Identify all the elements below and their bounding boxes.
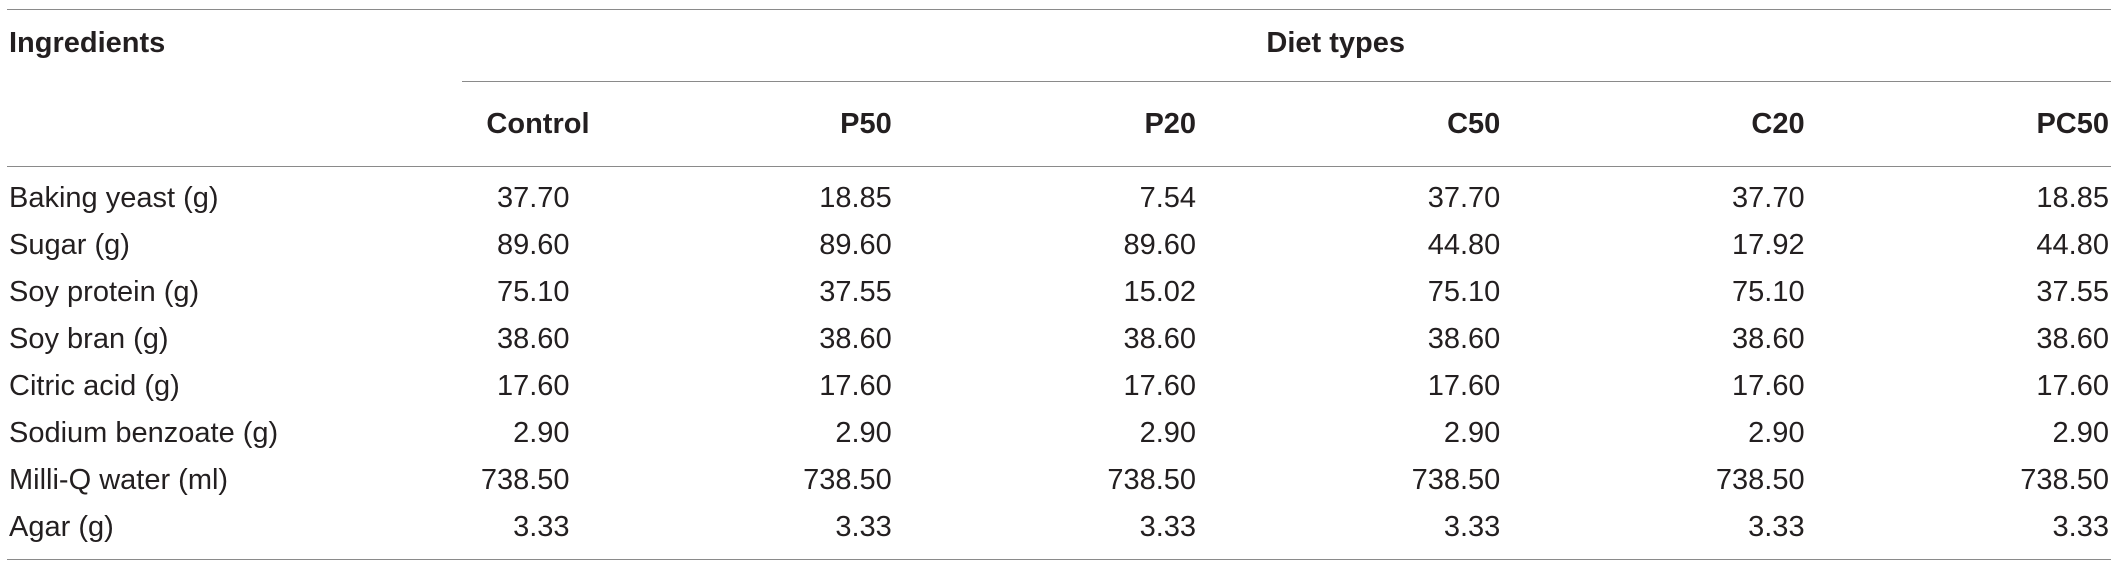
cell-c20: 75.10 xyxy=(1732,276,1805,308)
table-top-rule xyxy=(7,9,2111,10)
cell-c20: 17.92 xyxy=(1732,229,1805,261)
cell-pc50: 738.50 xyxy=(2020,464,2109,496)
header-pc50: PC50 xyxy=(1806,81,2111,167)
row-label: Baking yeast (g) xyxy=(9,182,219,214)
header-c50: C50 xyxy=(1198,81,1503,167)
header-p50: P50 xyxy=(589,81,894,167)
cell-c50: 3.33 xyxy=(1198,504,1503,560)
cell-pc50: 37.55 xyxy=(2036,276,2109,308)
header-p20: P20 xyxy=(893,81,1199,167)
table-header: Ingredients Diet types Control P50 P20 C… xyxy=(7,5,2111,167)
row-label: Soy protein (g) xyxy=(9,276,200,308)
cell-p50: 2.90 xyxy=(835,417,892,449)
cell-p50: 38.60 xyxy=(819,323,892,355)
header-row-columns: Control P50 P20 C50 C20 PC50 xyxy=(7,81,2111,167)
cell-c20: 738.50 xyxy=(1715,464,1805,496)
row-label: Agar (g) xyxy=(7,504,463,560)
cell-p50: 738.50 xyxy=(803,464,892,496)
row-label: Soy bran (g) xyxy=(9,323,169,355)
cell-c50: 44.80 xyxy=(1427,229,1501,261)
cell-pc50: 38.60 xyxy=(2036,323,2109,355)
header-blank-cell xyxy=(7,81,463,167)
table-row: Agar (g) 3.33 3.33 3.33 3.33 3.33 3.33 xyxy=(7,504,2111,560)
cell-c50: 2.90 xyxy=(1443,417,1501,449)
cell-p20: 7.54 xyxy=(1139,182,1197,214)
row-label: Sugar (g) xyxy=(9,229,130,261)
cell-c50: 37.70 xyxy=(1427,182,1501,214)
cell-p20: 738.50 xyxy=(1107,464,1197,496)
cell-control: 75.10 xyxy=(496,276,570,308)
cell-p20: 89.60 xyxy=(1123,229,1197,261)
table-body: Baking yeast (g) 37.70 18.85 7.54 37.70 … xyxy=(7,167,2111,560)
cell-c20: 17.60 xyxy=(1732,370,1805,402)
cell-control: 37.70 xyxy=(496,182,570,214)
cell-pc50: 17.60 xyxy=(2036,370,2109,402)
cell-p20: 2.90 xyxy=(1139,417,1197,449)
cell-c50: 75.10 xyxy=(1427,276,1501,308)
cell-p20: 3.33 xyxy=(893,504,1199,560)
cell-c20: 37.70 xyxy=(1732,182,1805,214)
table-row: Sodium benzoate (g) 2.90 2.90 2.90 2.90 … xyxy=(7,410,2111,457)
cell-c50: 738.50 xyxy=(1411,464,1501,496)
cell-pc50: 44.80 xyxy=(2036,229,2109,261)
header-row-group: Ingredients Diet types xyxy=(7,5,2111,82)
table-row: Baking yeast (g) 37.70 18.85 7.54 37.70 … xyxy=(7,167,2111,223)
cell-c50: 38.60 xyxy=(1427,323,1501,355)
cell-p20: 38.60 xyxy=(1123,323,1197,355)
cell-c20: 38.60 xyxy=(1732,323,1805,355)
table-row: Soy protein (g) 75.10 37.55 15.02 75.10 … xyxy=(7,269,2111,316)
header-c20: C20 xyxy=(1502,81,1807,167)
cell-c20: 2.90 xyxy=(1748,417,1805,449)
table-row: Citric acid (g) 17.60 17.60 17.60 17.60 … xyxy=(7,363,2111,410)
header-ingredients: Ingredients xyxy=(9,26,166,59)
table-container: Ingredients Diet types Control P50 P20 C… xyxy=(0,5,2118,572)
header-diet-types: Diet types xyxy=(462,5,2111,82)
cell-control: 17.60 xyxy=(496,370,570,402)
cell-pc50: 2.90 xyxy=(2052,417,2109,449)
cell-p20: 15.02 xyxy=(1123,276,1197,308)
row-label: Sodium benzoate (g) xyxy=(9,417,279,449)
cell-p50: 17.60 xyxy=(819,370,892,402)
diet-composition-table: Ingredients Diet types Control P50 P20 C… xyxy=(7,5,2111,560)
cell-p50: 18.85 xyxy=(819,182,892,214)
cell-control: 3.33 xyxy=(462,504,590,560)
cell-c50: 17.60 xyxy=(1427,370,1501,402)
table-row: Milli-Q water (ml) 738.50 738.50 738.50 … xyxy=(7,457,2111,504)
cell-c20: 3.33 xyxy=(1502,504,1807,560)
row-label: Milli-Q water (ml) xyxy=(9,464,229,496)
cell-control: 38.60 xyxy=(496,323,570,355)
cell-p50: 3.33 xyxy=(589,504,894,560)
cell-control: 2.90 xyxy=(513,417,570,449)
table-row: Sugar (g) 89.60 89.60 89.60 44.80 17.92 … xyxy=(7,222,2111,269)
cell-p50: 89.60 xyxy=(819,229,892,261)
row-label: Citric acid (g) xyxy=(9,370,180,402)
cell-p20: 17.60 xyxy=(1123,370,1197,402)
table-row: Soy bran (g) 38.60 38.60 38.60 38.60 38.… xyxy=(7,316,2111,363)
cell-pc50: 18.85 xyxy=(2036,182,2109,214)
cell-p50: 37.55 xyxy=(819,276,892,308)
cell-control: 89.60 xyxy=(496,229,570,261)
header-control: Control xyxy=(462,81,590,167)
cell-pc50: 3.33 xyxy=(1806,504,2111,560)
cell-control: 738.50 xyxy=(480,464,570,496)
